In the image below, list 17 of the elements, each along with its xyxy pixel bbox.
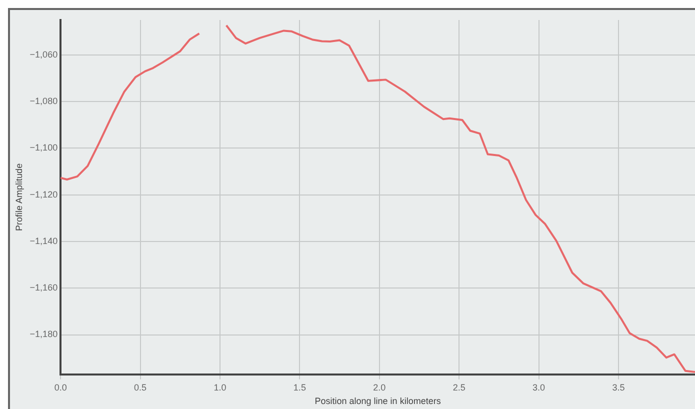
x-axis-title: Position along line in kilometers [314, 396, 442, 406]
x-tick-label: 1.5 [293, 382, 306, 392]
x-tick-label: 0.5 [134, 382, 147, 392]
y-tick-label: −1,160 [30, 282, 58, 293]
y-tick-label: −1,100 [30, 142, 58, 153]
x-tick-label: 1.0 [214, 382, 226, 392]
x-tick-label: 0.0 [54, 382, 67, 392]
x-tick-label: 2.5 [452, 382, 466, 392]
x-tick-label: 3.0 [532, 382, 546, 392]
y-axis-title: Profile Amplitude [14, 163, 24, 231]
y-tick-label: −1,180 [30, 329, 58, 340]
x-tick-label: 3.5 [612, 382, 625, 392]
y-tick-label: −1,120 [30, 189, 58, 200]
y-tick-label: −1,060 [30, 49, 58, 60]
y-tick-label: −1,140 [30, 236, 58, 246]
y-tick-label: −1,080 [30, 96, 58, 106]
x-tick-label: 2.0 [373, 382, 386, 392]
